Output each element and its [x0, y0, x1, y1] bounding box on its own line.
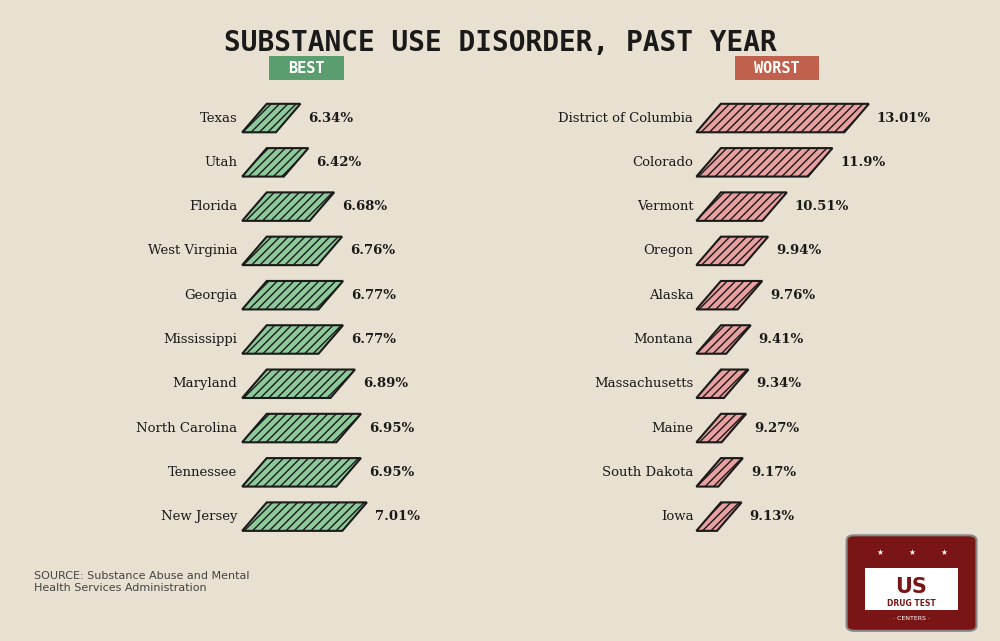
Text: SUBSTANCE USE DISORDER, PAST YEAR: SUBSTANCE USE DISORDER, PAST YEAR [224, 29, 776, 58]
Text: 6.76%: 6.76% [350, 244, 395, 258]
Text: New Jersey: New Jersey [161, 510, 237, 523]
Text: 6.68%: 6.68% [342, 200, 387, 213]
Polygon shape [696, 414, 746, 442]
Text: Texas: Texas [199, 112, 237, 124]
Text: 6.77%: 6.77% [351, 288, 396, 302]
Text: 6.42%: 6.42% [316, 156, 362, 169]
Polygon shape [242, 148, 308, 176]
Text: SOURCE: Substance Abuse and Mental
Health Services Administration: SOURCE: Substance Abuse and Mental Healt… [34, 571, 249, 592]
Text: Mississippi: Mississippi [163, 333, 237, 346]
Polygon shape [242, 414, 361, 442]
Polygon shape [242, 237, 342, 265]
Polygon shape [696, 148, 832, 176]
Text: 13.01%: 13.01% [877, 112, 931, 124]
Polygon shape [242, 104, 300, 132]
Polygon shape [696, 458, 743, 487]
Polygon shape [696, 237, 768, 265]
Text: 11.9%: 11.9% [840, 156, 886, 169]
Text: 9.94%: 9.94% [776, 244, 821, 258]
Text: Iowa: Iowa [661, 510, 693, 523]
Text: 9.17%: 9.17% [751, 466, 796, 479]
Text: Tennessee: Tennessee [168, 466, 237, 479]
Text: WORST: WORST [754, 60, 799, 76]
Polygon shape [696, 281, 762, 310]
Text: Maryland: Maryland [172, 378, 237, 390]
Text: Maine: Maine [651, 422, 693, 435]
Text: Montana: Montana [634, 333, 693, 346]
Text: ★: ★ [940, 548, 947, 557]
Text: 9.76%: 9.76% [770, 288, 815, 302]
Text: 10.51%: 10.51% [795, 200, 849, 213]
Text: 6.89%: 6.89% [363, 378, 408, 390]
Polygon shape [696, 503, 742, 531]
Text: 6.34%: 6.34% [308, 112, 353, 124]
Text: BEST: BEST [288, 60, 325, 76]
Text: ★: ★ [876, 548, 883, 557]
Text: Oregon: Oregon [644, 244, 693, 258]
Text: · CENTERS ·: · CENTERS · [893, 617, 930, 621]
Polygon shape [242, 192, 334, 221]
Polygon shape [696, 192, 787, 221]
FancyBboxPatch shape [865, 568, 958, 610]
Text: Utah: Utah [204, 156, 237, 169]
Text: Georgia: Georgia [184, 288, 237, 302]
Text: 9.13%: 9.13% [750, 510, 795, 523]
Text: 6.95%: 6.95% [369, 422, 414, 435]
Text: 9.41%: 9.41% [759, 333, 804, 346]
Text: ★: ★ [908, 548, 915, 557]
Polygon shape [242, 369, 355, 398]
Text: DRUG TEST: DRUG TEST [887, 599, 936, 608]
Text: Vermont: Vermont [637, 200, 693, 213]
Polygon shape [696, 325, 751, 354]
Text: 6.77%: 6.77% [351, 333, 396, 346]
Text: Colorado: Colorado [633, 156, 693, 169]
Text: West Virginia: West Virginia [148, 244, 237, 258]
FancyBboxPatch shape [735, 56, 819, 80]
FancyBboxPatch shape [269, 56, 344, 80]
Polygon shape [242, 281, 343, 310]
Text: South Dakota: South Dakota [602, 466, 693, 479]
Text: 7.01%: 7.01% [375, 510, 420, 523]
Polygon shape [242, 503, 367, 531]
Text: 9.34%: 9.34% [756, 378, 802, 390]
Polygon shape [242, 458, 361, 487]
FancyBboxPatch shape [847, 535, 976, 631]
Text: North Carolina: North Carolina [136, 422, 237, 435]
Polygon shape [242, 325, 343, 354]
Text: US: US [896, 577, 927, 597]
Text: Alaska: Alaska [649, 288, 693, 302]
Text: 9.27%: 9.27% [754, 422, 799, 435]
Text: Florida: Florida [189, 200, 237, 213]
Text: Massachusetts: Massachusetts [594, 378, 693, 390]
Text: District of Columbia: District of Columbia [558, 112, 693, 124]
Text: 6.95%: 6.95% [369, 466, 414, 479]
Polygon shape [696, 104, 869, 132]
Polygon shape [696, 369, 748, 398]
